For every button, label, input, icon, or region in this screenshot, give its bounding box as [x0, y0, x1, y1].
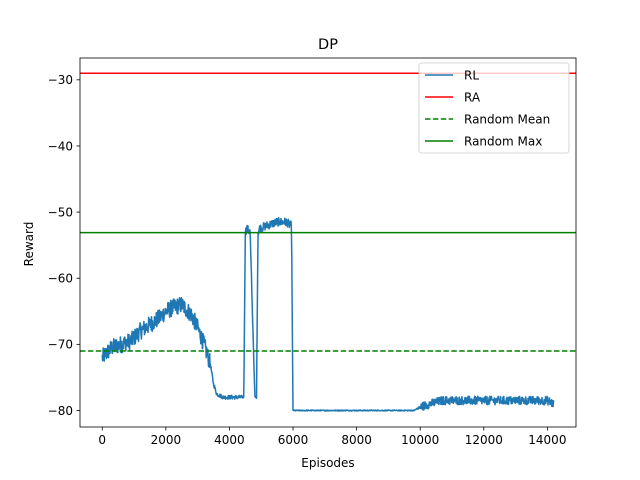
- axes-border: [79, 57, 577, 428]
- y-tick-label: −80: [48, 404, 73, 418]
- x-tick-label: 0: [98, 433, 106, 447]
- ticks: 0 2000 4000 6000 8000 10000 12000 14000 −80 −70 −6…: [48, 73, 567, 447]
- legend-box: [418, 62, 570, 154]
- y-tick-label: −40: [48, 139, 73, 153]
- legend-label-rl: RL: [464, 68, 479, 82]
- axes-frame: [79, 57, 577, 428]
- x-tick-label: 14000: [528, 433, 566, 447]
- x-tick-label: 6000: [278, 433, 309, 447]
- y-tick-label: −70: [48, 338, 73, 352]
- x-tick-label: 4000: [214, 433, 245, 447]
- chart-title: DP: [318, 37, 338, 53]
- x-tick-label: 8000: [341, 433, 372, 447]
- y-tick-label: −50: [48, 205, 73, 219]
- x-axis-label: Episodes: [301, 456, 354, 470]
- x-tick-label: 10000: [401, 433, 439, 447]
- legend-label-random-max: Random Max: [464, 134, 542, 148]
- x-tick-label: 12000: [465, 433, 503, 447]
- plot-series-group: [80, 72, 576, 412]
- y-axis-label: Reward: [22, 222, 36, 267]
- series-rl-line: [101, 216, 555, 412]
- plot-area: [80, 72, 576, 412]
- legend-label-ra: RA: [464, 90, 481, 104]
- x-tick-label: 2000: [151, 433, 182, 447]
- y-tick-label: −30: [48, 73, 73, 87]
- y-tick-label: −60: [48, 272, 73, 286]
- legend: RL RA Random Mean Random Max: [418, 62, 570, 154]
- legend-label-random-mean: Random Mean: [464, 112, 550, 126]
